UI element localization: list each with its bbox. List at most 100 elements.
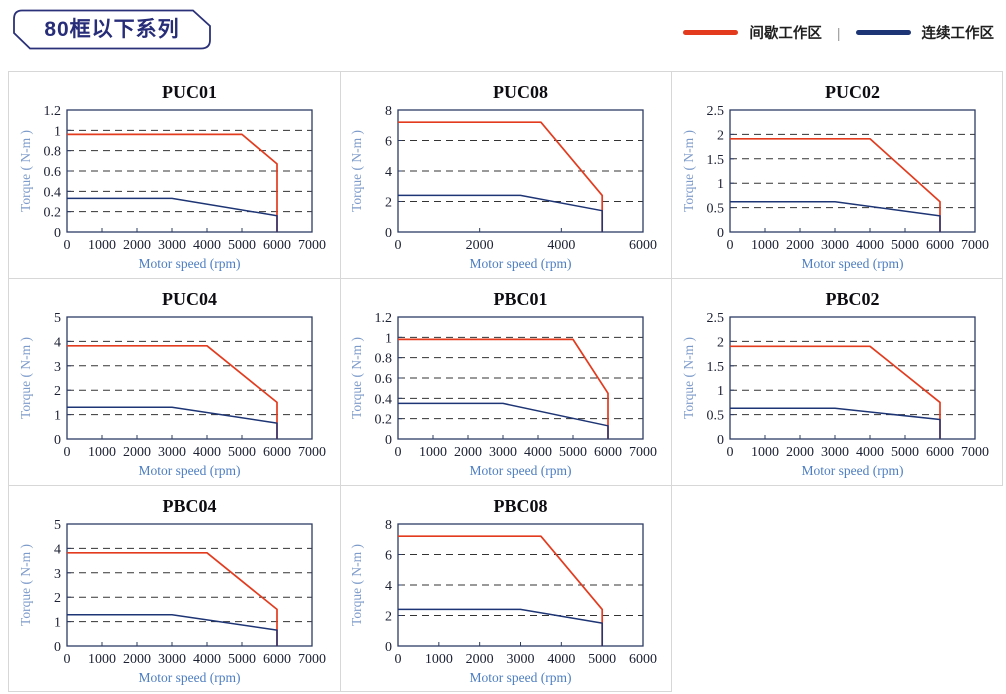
chart-title: PUC08 <box>493 82 548 102</box>
x-tick-label: 7000 <box>629 445 657 460</box>
x-tick-label: 3000 <box>821 238 849 253</box>
series-line-intermittent <box>66 344 278 439</box>
y-tick-label: 8 <box>385 104 392 119</box>
y-tick-label: 1.2 <box>375 311 393 326</box>
x-tick-label: 1000 <box>751 238 779 253</box>
chart-panel-PUC01: 0 1000 2000 3000 4000 5000 6000 7000 0 0.2 0.4 0.6 0… <box>8 71 340 278</box>
y-tick-label: 0 <box>385 433 392 448</box>
x-axis-label: Motor speed (rpm) <box>138 256 240 271</box>
plot-frame <box>66 523 313 647</box>
series-line-intermittent <box>398 121 604 232</box>
y-tick-label: 4 <box>54 335 61 350</box>
y-axis-label: Torque ( N-m ) <box>681 130 696 212</box>
y-tick-label: 2 <box>54 384 61 399</box>
y-tick-label: 0.5 <box>706 409 724 424</box>
y-tick-label: 0 <box>717 433 724 448</box>
y-tick-label: 0 <box>717 226 724 241</box>
chart-PUC08: 0 2000 4000 6000 0 2 4 6 8 Motor speed (rpm) Torqu… <box>349 82 657 271</box>
chart-title: PBC08 <box>494 496 548 516</box>
x-tick-label: 6000 <box>629 238 657 253</box>
x-tick-label: 2000 <box>466 238 494 253</box>
y-tick-label: 3 <box>54 360 61 375</box>
y-tick-label: 1.5 <box>706 153 724 168</box>
x-tick-label: 5000 <box>589 652 617 667</box>
y-tick-label: 4 <box>385 165 392 180</box>
chart-title: PUC02 <box>825 82 880 102</box>
x-axis-label: Motor speed (rpm) <box>138 463 240 478</box>
chart-panel-PUC02: 0 1000 2000 3000 4000 5000 6000 7000 0 0.5 1 1.5 2 2.… <box>671 71 1003 278</box>
y-tick-label: 1 <box>54 409 61 424</box>
x-tick-label: 5000 <box>891 445 919 460</box>
series-line-continuous <box>66 197 278 232</box>
y-tick-label: 5 <box>54 518 61 533</box>
chart-title: PBC01 <box>494 289 548 309</box>
y-tick-label: 0.8 <box>375 352 393 367</box>
x-tick-label: 4000 <box>193 238 221 253</box>
x-tick-label: 7000 <box>298 445 326 460</box>
x-tick-label: 3000 <box>821 445 849 460</box>
y-axis-label: Torque ( N-m ) <box>18 544 33 626</box>
y-tick-label: 0 <box>54 226 61 241</box>
x-tick-label: 7000 <box>961 238 989 253</box>
series-line-intermittent <box>398 535 604 646</box>
series-line-intermittent <box>66 551 278 646</box>
y-tick-label: 3 <box>54 567 61 582</box>
legend: 间歇工作区 | 连续工作区 <box>683 22 994 43</box>
y-tick-label: 1 <box>717 177 724 192</box>
x-tick-label: 2000 <box>786 445 814 460</box>
x-axis-label: Motor speed (rpm) <box>138 670 240 685</box>
x-tick-label: 2000 <box>454 445 482 460</box>
y-tick-label: 0 <box>54 640 61 655</box>
y-tick-label: 5 <box>54 311 61 326</box>
series-line-intermittent <box>398 338 610 439</box>
x-tick-label: 1000 <box>425 652 453 667</box>
x-tick-label: 2000 <box>466 652 494 667</box>
y-tick-label: 0.2 <box>375 413 393 428</box>
x-tick-label: 0 <box>395 238 402 253</box>
legend-line-intermittent-icon <box>683 30 739 35</box>
x-tick-label: 7000 <box>961 445 989 460</box>
x-tick-label: 6000 <box>926 445 954 460</box>
series-tag-label: 80框以下系列 <box>44 18 180 41</box>
series-line-continuous <box>398 402 610 439</box>
x-tick-label: 3000 <box>507 652 535 667</box>
y-tick-label: 2 <box>54 591 61 606</box>
series-line-intermittent <box>729 137 941 232</box>
series-tag: 80框以下系列 <box>12 9 212 50</box>
x-tick-label: 4000 <box>856 445 884 460</box>
x-tick-label: 0 <box>726 445 733 460</box>
x-tick-label: 2000 <box>123 652 151 667</box>
y-tick-label: 1 <box>717 384 724 399</box>
chart-panel-PBC01: 0 1000 2000 3000 4000 5000 6000 7000 0 0.2 0.4 0.6 0… <box>339 278 672 485</box>
legend-separator: | <box>836 24 841 41</box>
y-axis-label: Torque ( N-m ) <box>18 130 33 212</box>
plot-frame <box>66 316 313 440</box>
y-axis-label: Torque ( N-m ) <box>349 544 364 626</box>
x-tick-label: 6000 <box>594 445 622 460</box>
x-tick-label: 1000 <box>88 238 116 253</box>
x-tick-label: 3000 <box>158 445 186 460</box>
x-tick-label: 5000 <box>228 238 256 253</box>
chart-PBC02: 0 1000 2000 3000 4000 5000 6000 7000 0 0.5 1 1.5 2 2.… <box>681 289 989 478</box>
y-tick-label: 0.2 <box>43 206 61 221</box>
y-tick-label: 2 <box>385 196 392 211</box>
x-tick-label: 4000 <box>524 445 552 460</box>
y-tick-label: 0.6 <box>43 165 61 180</box>
chart-title: PBC02 <box>825 289 879 309</box>
x-axis-label: Motor speed (rpm) <box>470 256 572 271</box>
legend-label-continuous: 连续工作区 <box>921 26 995 42</box>
series-line-continuous <box>398 194 604 232</box>
y-tick-label: 1.2 <box>43 104 61 119</box>
y-tick-label: 1.5 <box>706 360 724 375</box>
x-tick-label: 0 <box>63 652 70 667</box>
x-tick-label: 2000 <box>786 238 814 253</box>
x-tick-label: 5000 <box>559 445 587 460</box>
chart-PBC04: 0 1000 2000 3000 4000 5000 6000 7000 0 1 2 3 4 5 Motor… <box>18 496 326 685</box>
y-tick-label: 4 <box>54 542 61 557</box>
y-tick-label: 1 <box>385 331 392 346</box>
y-tick-label: 0 <box>385 640 392 655</box>
x-tick-label: 4000 <box>548 652 576 667</box>
page-header: 80框以下系列 间歇工作区 | 连续工作区 <box>0 0 1006 71</box>
chart-panel-PBC02: 0 1000 2000 3000 4000 5000 6000 7000 0 0.5 1 1.5 2 2.… <box>671 278 1003 485</box>
y-tick-label: 2.5 <box>706 104 724 119</box>
